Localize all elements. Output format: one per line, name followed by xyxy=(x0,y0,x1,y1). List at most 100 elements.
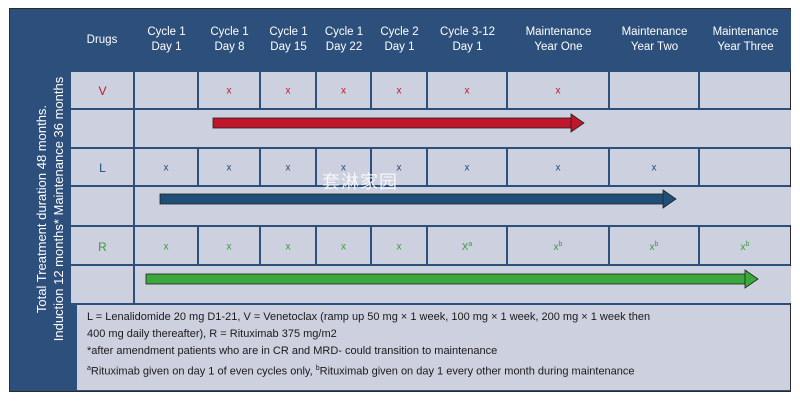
schedule-cell xyxy=(428,149,506,185)
dose-mark: x xyxy=(286,241,291,252)
dose-mark: x xyxy=(341,163,346,174)
footer-line3: *after amendment patients who are in CR … xyxy=(87,345,498,357)
dose-mark-text: x xyxy=(464,162,470,174)
footer-line2: 400 mg daily thereafter), R = Rituximab … xyxy=(87,328,337,340)
arrow-R xyxy=(145,269,759,289)
schedule-cell xyxy=(610,227,698,264)
drug-cell-L xyxy=(71,149,133,185)
dose-mark: x xyxy=(465,86,470,97)
dose-mark-text: x xyxy=(226,162,232,174)
header-col-line2: Day 22 xyxy=(325,41,363,53)
header-col-line1: Cycle 1 xyxy=(210,26,249,38)
dose-mark: x xyxy=(397,163,402,174)
arrow-L xyxy=(159,189,677,209)
dose-mark-text: x xyxy=(396,85,402,97)
dose-mark-text: x xyxy=(163,162,169,174)
schedule-cell xyxy=(199,72,259,108)
dose-mark: x xyxy=(556,86,561,97)
dose-mark-text: x xyxy=(285,85,291,97)
header-col-line1: Cycle 2 xyxy=(380,26,419,38)
schedule-cell xyxy=(317,149,370,185)
header-col-line1: Maintenance xyxy=(621,26,688,38)
arrow-row-cell xyxy=(135,187,791,225)
header-col-1: Cycle 1 Day 1 xyxy=(135,10,198,70)
dose-mark-text: x xyxy=(285,241,291,252)
header-col-6: Cycle 3-12 Day 1 xyxy=(428,10,507,70)
arrow-row-cell xyxy=(135,110,791,147)
schedule-cell xyxy=(700,149,790,185)
footnote-b-marker: b xyxy=(315,365,320,372)
arrow-row-label-cell xyxy=(71,110,133,147)
footnote-b-text: Rituximab given on day 1 every other mon… xyxy=(319,365,635,378)
arrow-V xyxy=(212,113,585,133)
schedule-cell xyxy=(610,149,698,185)
dose-mark: x xyxy=(397,86,402,97)
schedule-cell xyxy=(261,72,315,108)
dose-mark-text: x xyxy=(555,162,561,174)
dose-mark: x xyxy=(227,163,232,174)
footnote-a-marker: a xyxy=(87,365,91,372)
header-col-line2: Year Two xyxy=(630,41,679,53)
dose-mark-text: x xyxy=(740,241,746,253)
schedule-cell xyxy=(428,72,506,108)
drug-label-L: L xyxy=(99,161,106,175)
schedule-cell xyxy=(261,149,315,185)
arrow-row-label-cell xyxy=(71,266,133,303)
dose-mark: x xyxy=(465,163,470,174)
dose-mark: xb xyxy=(650,240,659,252)
dose-mark-text: x xyxy=(396,162,402,174)
schedule-cell xyxy=(372,227,426,264)
dose-mark-text: x xyxy=(649,241,655,253)
footer-notes: L = Lenalidomide 20 mg D1-21, V = Veneto… xyxy=(77,305,790,390)
header-col-line1: Cycle 1 xyxy=(147,26,186,38)
dose-mark: x xyxy=(556,163,561,174)
header-col-line2: Year One xyxy=(534,41,583,53)
footer-line4: aRituximab given on day 1 of even cycles… xyxy=(87,360,780,381)
dose-mark-footnote: b xyxy=(558,240,563,248)
dose-mark-text: x xyxy=(285,162,291,174)
header-col-8: Maintenance Year Two xyxy=(610,10,699,70)
drug-cell-V xyxy=(71,72,133,108)
header-col-line2: Day 1 xyxy=(452,41,483,53)
header-col-line1: Maintenance xyxy=(712,26,779,38)
schedule-cell xyxy=(199,149,259,185)
schedule-cell xyxy=(135,227,197,264)
dose-mark-text: X xyxy=(461,241,469,253)
drug-label-R: R xyxy=(98,239,107,254)
watermark: 套淋家园 xyxy=(322,172,398,192)
dose-mark: x xyxy=(341,241,346,252)
dose-mark: x xyxy=(286,163,291,174)
header-col-4: Cycle 1 Day 22 xyxy=(317,10,371,70)
header-col-3: Cycle 1 Day 15 xyxy=(261,10,316,70)
schedule-cell xyxy=(199,227,259,264)
schedule-cell xyxy=(372,149,426,185)
dose-mark-text: x xyxy=(341,162,346,174)
dose-mark: x xyxy=(652,163,657,174)
schedule-cell xyxy=(372,72,426,108)
dose-mark-text: x xyxy=(341,85,346,97)
schedule-cell xyxy=(700,227,790,264)
header-col-2: Cycle 1 Day 8 xyxy=(199,10,260,70)
schedule-cell xyxy=(135,72,197,108)
header-col-line2: Year Three xyxy=(717,41,774,53)
drug-cell-R xyxy=(71,227,133,264)
schedule-cell xyxy=(317,72,370,108)
dose-mark: x xyxy=(164,241,169,252)
dose-mark-text: x xyxy=(651,162,657,174)
schedule-cell xyxy=(508,72,608,108)
dose-mark: x xyxy=(164,163,169,174)
header-col-line1: Cycle 1 xyxy=(269,26,308,38)
schedule-cell xyxy=(135,149,197,185)
sidebar: Total Treatment duration 48 months. Indu… xyxy=(10,9,71,391)
dose-mark-footnote: a xyxy=(468,240,473,248)
dose-mark-text: x xyxy=(553,241,559,253)
dose-mark-text: x xyxy=(226,241,232,252)
schedule-cell xyxy=(610,72,698,108)
header-col-9: Maintenance Year Three xyxy=(700,10,791,70)
dose-mark: x xyxy=(227,241,232,252)
schedule-cell xyxy=(508,149,608,185)
header-col-line2: Day 8 xyxy=(214,41,245,53)
dose-mark: xb xyxy=(741,240,750,252)
dose-mark: x xyxy=(341,86,346,97)
